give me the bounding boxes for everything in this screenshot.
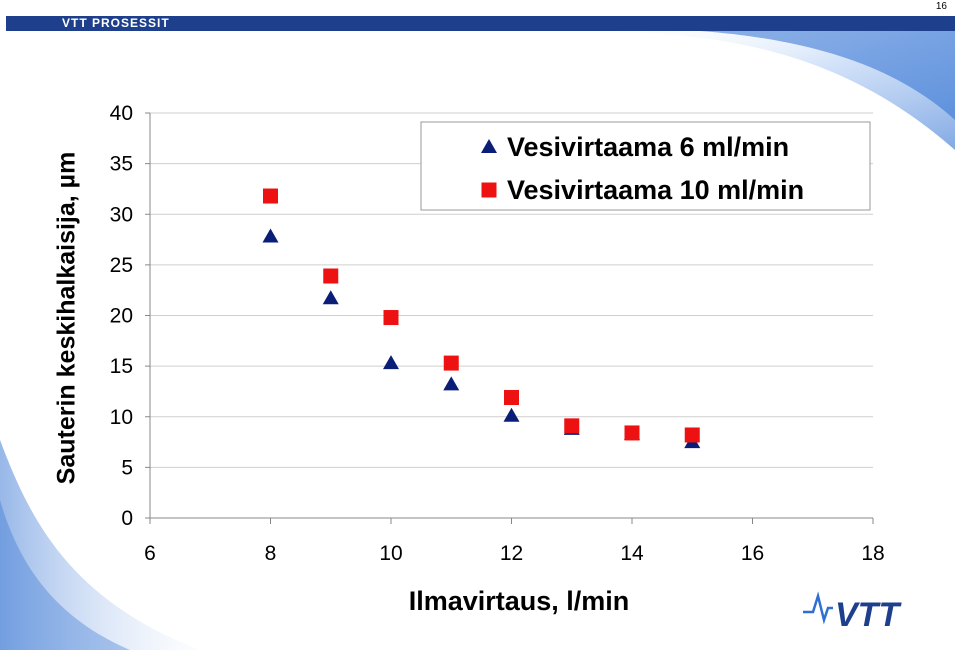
y-tick-label: 30 bbox=[110, 203, 133, 226]
grid-lines bbox=[150, 112, 873, 468]
point-series-10-3 bbox=[443, 355, 459, 371]
point-series-6-4 bbox=[503, 407, 520, 422]
legend-label: Vesivirtaama 10 ml/min bbox=[507, 175, 804, 205]
y-tick-label: 5 bbox=[121, 456, 133, 479]
point-series-10-2 bbox=[383, 310, 399, 326]
legend: Vesivirtaama 6 ml/min Vesivirtaama 10 ml/… bbox=[420, 121, 871, 211]
header-bar: VTT PROSESSIT bbox=[6, 16, 955, 31]
page-number: 16 bbox=[935, 1, 947, 12]
legend-marker-square bbox=[481, 182, 497, 198]
point-series-10-1 bbox=[323, 268, 339, 284]
x-tick-label: 10 bbox=[379, 542, 402, 565]
y-tick-label: 15 bbox=[110, 355, 133, 378]
axes bbox=[145, 112, 874, 524]
vtt-logo-icon: VTT bbox=[803, 591, 902, 630]
y-tick-label: 10 bbox=[110, 406, 133, 429]
point-series-10-5 bbox=[564, 418, 580, 434]
y-tick-label: 25 bbox=[110, 254, 133, 277]
x-tick-label: 18 bbox=[861, 542, 884, 565]
y-tick-labels: 0 5 10 15 20 25 30 35 40 bbox=[110, 102, 133, 530]
point-series-6-1 bbox=[322, 290, 339, 305]
x-tick-label: 6 bbox=[144, 542, 156, 565]
logo-text: VTT bbox=[835, 596, 902, 630]
y-tick-label: 0 bbox=[121, 507, 133, 530]
point-series-6-0 bbox=[262, 228, 279, 243]
point-series-10-6 bbox=[624, 425, 640, 441]
point-series-10-4 bbox=[504, 390, 519, 406]
data-points bbox=[262, 188, 701, 449]
point-series-6-2 bbox=[383, 355, 399, 370]
header-title: VTT PROSESSIT bbox=[62, 16, 170, 30]
x-axis-label: Ilmavirtaus, l/min bbox=[408, 586, 630, 616]
x-tick-label: 16 bbox=[741, 542, 764, 565]
x-tick-labels: 6 8 10 12 14 16 18 bbox=[144, 542, 885, 565]
x-tick-label: 12 bbox=[500, 542, 523, 565]
legend-marker-triangle bbox=[481, 139, 497, 153]
point-series-6-3 bbox=[443, 376, 460, 391]
legend-label: Vesivirtaama 6 ml/min bbox=[507, 132, 789, 162]
y-tick-label: 20 bbox=[110, 305, 133, 328]
x-tick-label: 8 bbox=[265, 542, 277, 565]
y-tick-label: 40 bbox=[110, 102, 133, 125]
y-axis-label: Sauterin keskihalkaisija, µm bbox=[52, 151, 81, 485]
point-series-10-0 bbox=[263, 188, 278, 204]
y-tick-label: 35 bbox=[110, 153, 133, 176]
x-tick-label: 14 bbox=[620, 542, 644, 565]
point-series-10-7 bbox=[684, 427, 700, 443]
